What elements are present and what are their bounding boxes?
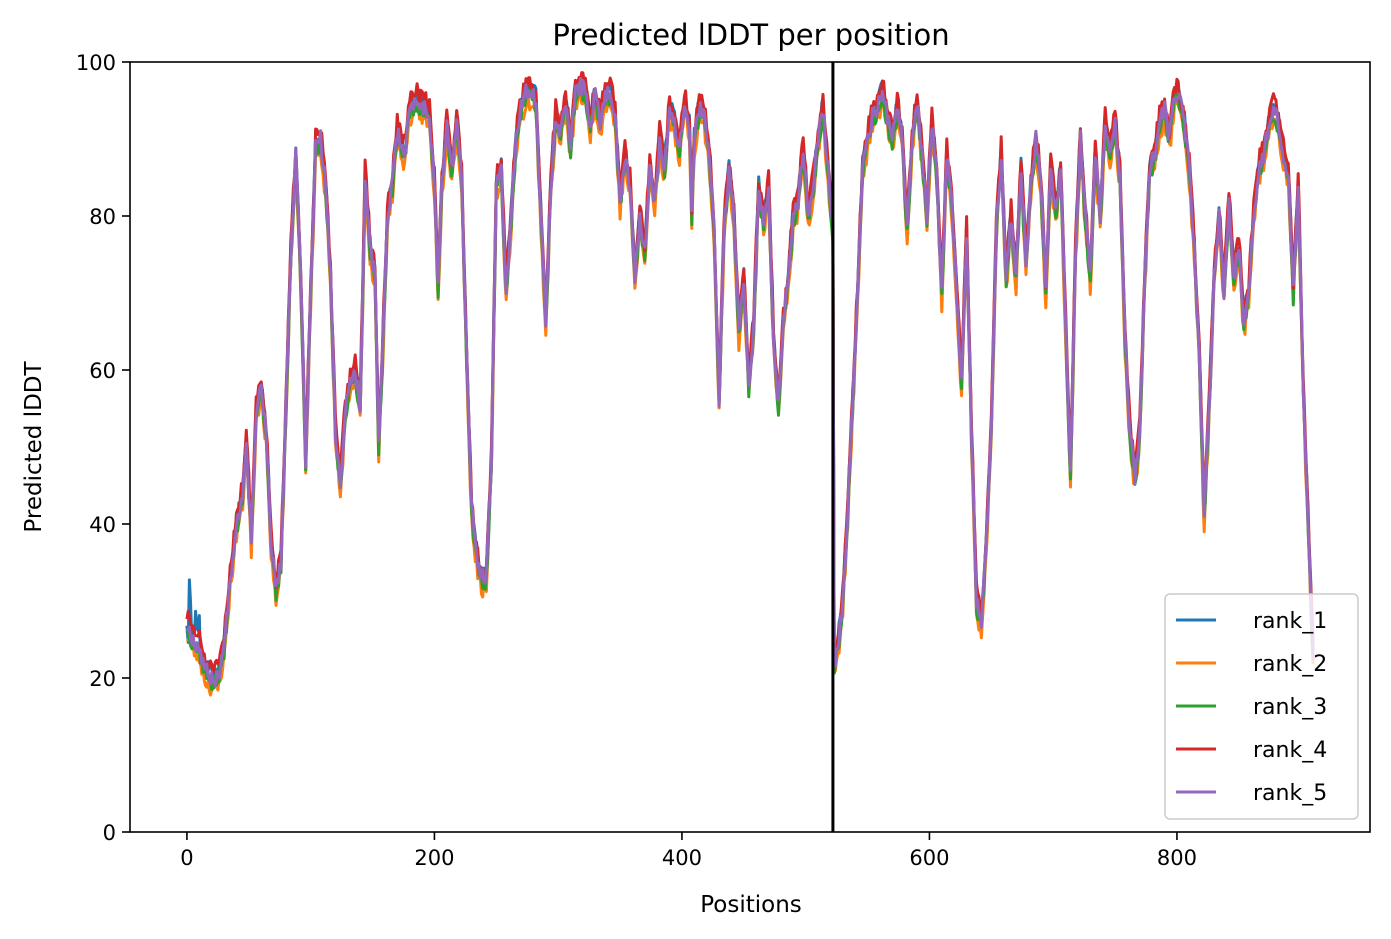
series-lines [185,71,1315,697]
x-tick-label: 800 [1157,846,1197,870]
legend-label: rank_1 [1253,609,1327,634]
y-tick-label: 20 [89,667,116,691]
x-tick-label: 0 [180,846,193,870]
legend-label: rank_2 [1253,652,1327,677]
series-line-rank-5 [185,76,1315,688]
y-tick-label: 80 [89,205,116,229]
axes-frame [129,61,1371,833]
legend-label: rank_4 [1253,738,1327,763]
x-tick-label: 200 [414,846,454,870]
y-tick-label: 60 [89,359,116,383]
legend: rank_1 rank_2 rank_3 rank_4 rank_5 [1164,593,1359,820]
y-tick-label: 100 [76,51,116,75]
plot-area [129,61,1371,833]
legend-items: rank_1 rank_2 rank_3 rank_4 rank_5 [1176,609,1327,806]
x-tick-label: 400 [662,846,702,870]
legend-label: rank_5 [1253,781,1327,806]
chart-title: Predicted lDDT per position [552,18,949,52]
y-axis: 0 20 40 60 80 100 [76,51,130,845]
x-tick-label: 600 [909,846,949,870]
y-tick-label: 40 [89,513,116,537]
legend-box [1164,593,1359,820]
x-axis: 0 200 400 600 800 [180,832,1197,870]
y-tick-label: 0 [103,821,116,845]
x-axis-label: Positions [700,892,802,918]
legend-label: rank_3 [1253,695,1327,720]
y-axis-label: Predicted lDDT [21,360,47,532]
